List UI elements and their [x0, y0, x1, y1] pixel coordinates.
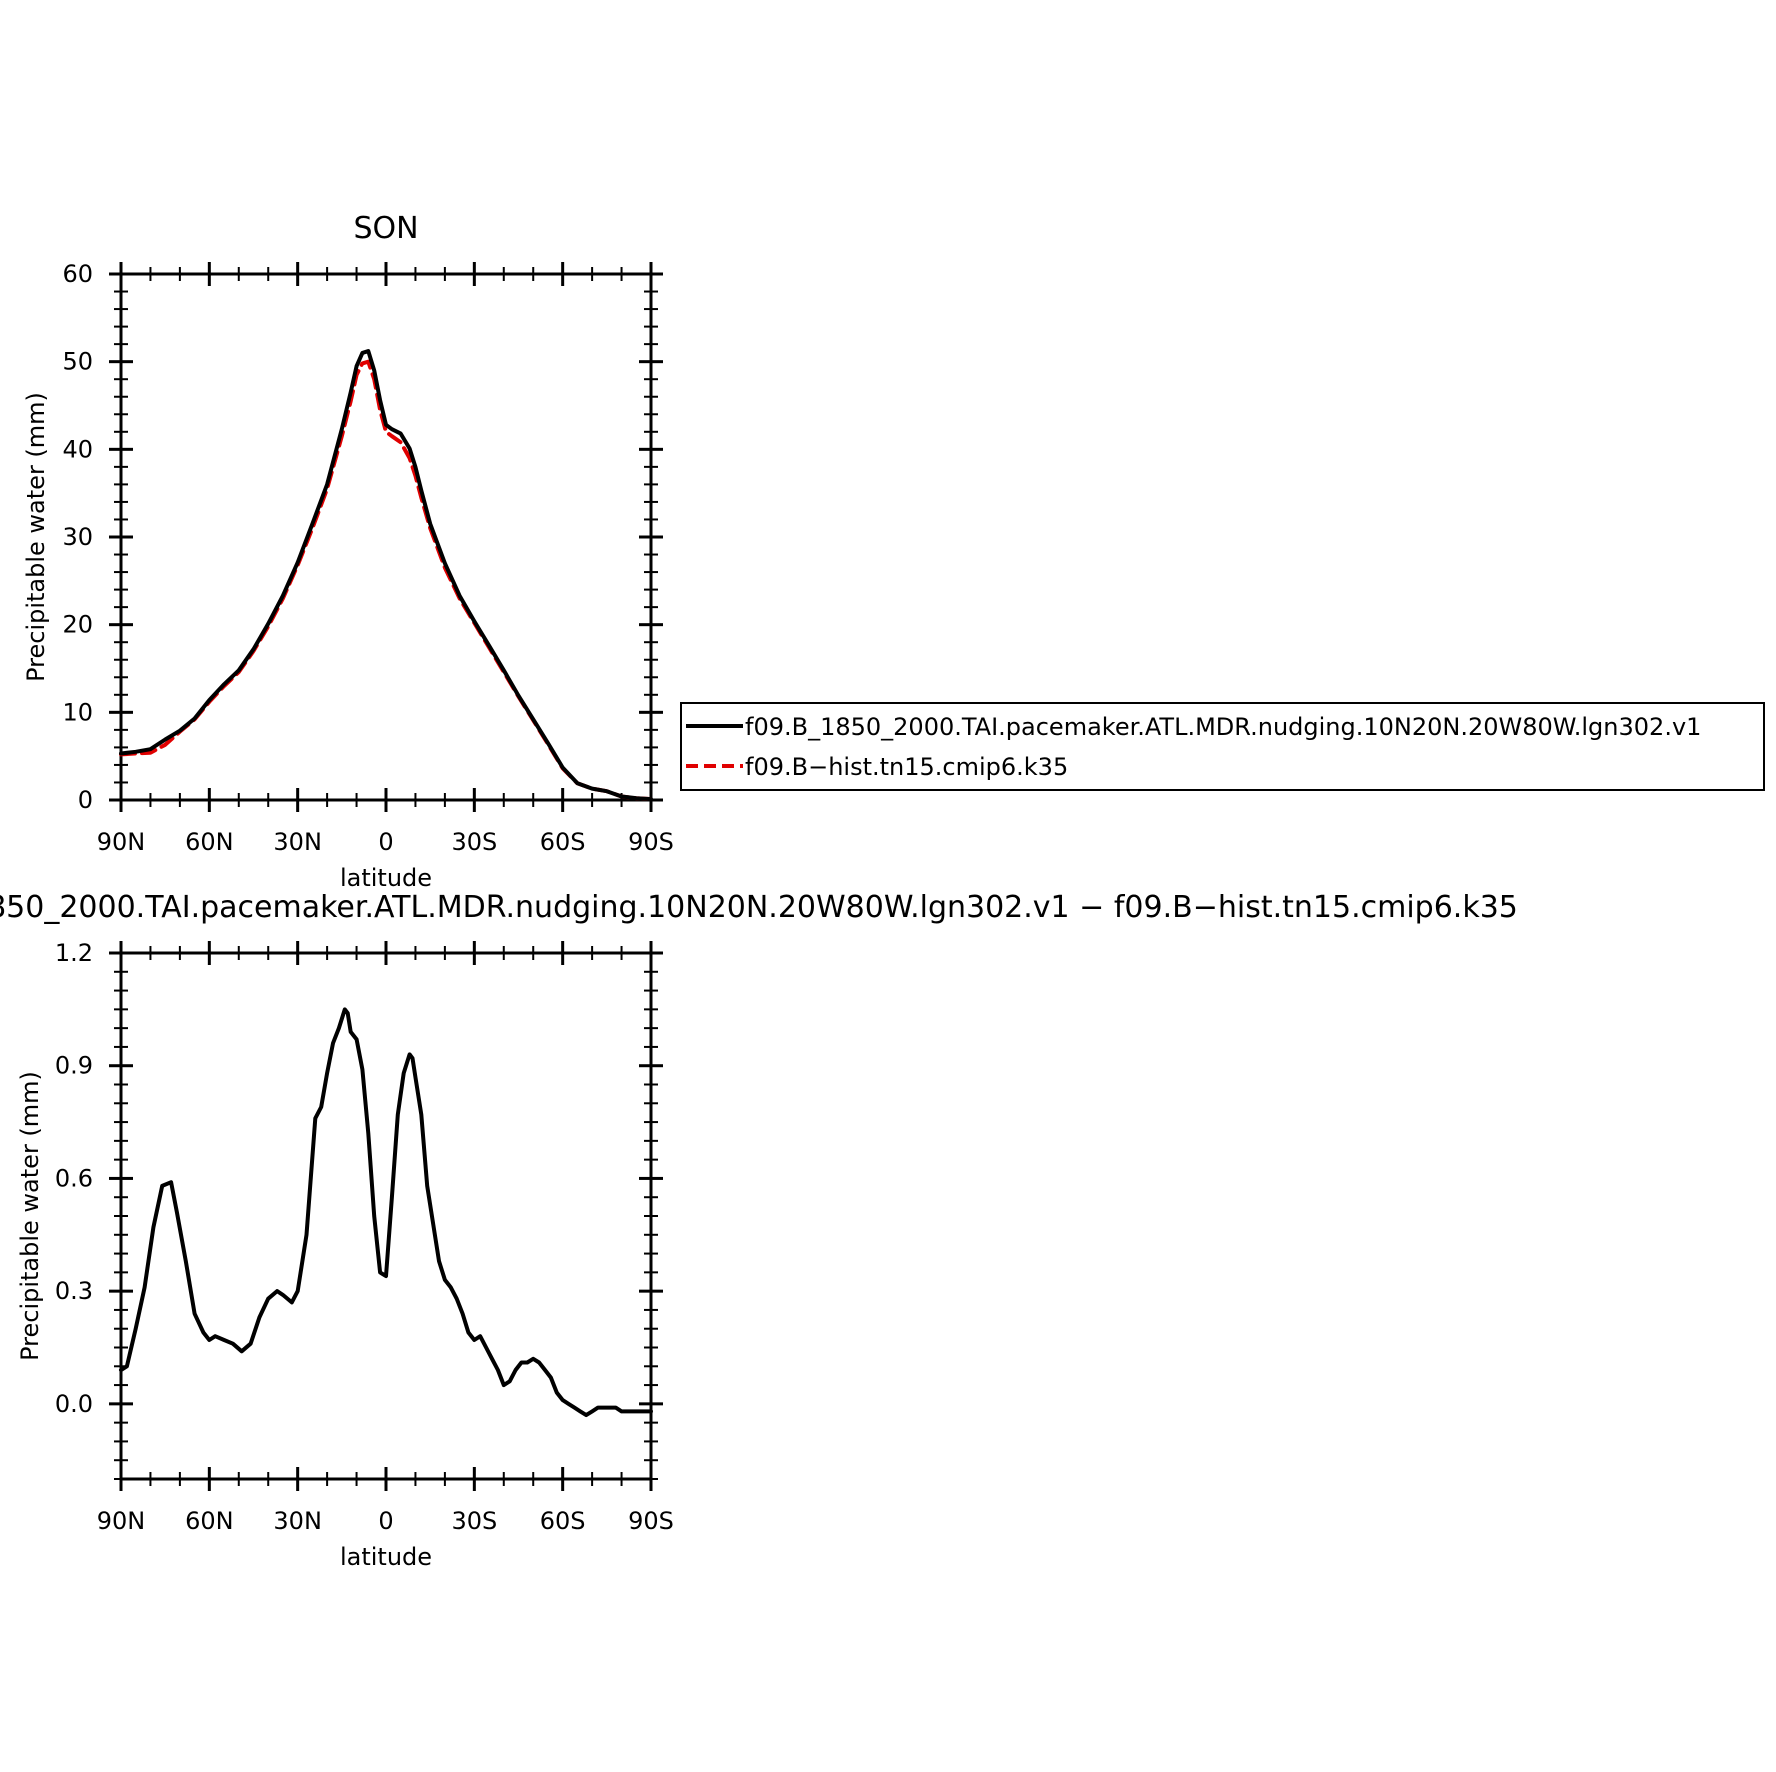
series-line-1	[119, 359, 653, 802]
chart-title: f09.B_1850_2000.TAI.pacemaker.ATL.MDR.nu…	[0, 890, 1518, 925]
y-tick-label: 20	[62, 611, 93, 639]
x-tick-label: 90N	[97, 1507, 146, 1535]
legend-label-2: f09.B−hist.tn15.cmip6.k35	[745, 753, 1068, 781]
x-tick-label: 30N	[273, 1507, 322, 1535]
x-tick-label: 90S	[628, 828, 674, 856]
bottom-panel: f09.B_1850_2000.TAI.pacemaker.ATL.MDR.nu…	[0, 890, 1518, 1571]
series-line-1	[119, 1007, 653, 1418]
y-tick-label: 0.6	[55, 1164, 93, 1192]
x-axis-label: latitude	[340, 1543, 432, 1571]
x-tick-label: 60N	[185, 1507, 234, 1535]
x-tick-label: 0	[378, 1507, 393, 1535]
x-tick-label: 60S	[540, 828, 586, 856]
chart-title: SON	[353, 211, 418, 246]
series-line-2	[119, 349, 653, 802]
x-tick-label: 30S	[451, 828, 497, 856]
y-tick-label: 30	[62, 523, 93, 551]
top-panel: SON 90N 60N 30N 0 30S 60S 90S 0 10 20 30 40 50 60 latit…	[22, 211, 674, 892]
x-tick-label: 0	[378, 828, 393, 856]
plot-frame	[119, 951, 653, 1481]
y-tick-label: 0.9	[55, 1052, 93, 1080]
y-tick-label: 1.2	[55, 939, 93, 967]
y-axis-label: Precipitable water (mm)	[16, 1071, 44, 1361]
y-tick-label: 10	[62, 698, 93, 726]
legend: f09.B_1850_2000.TAI.pacemaker.ATL.MDR.nu…	[680, 702, 1765, 791]
x-tick-label: 30N	[273, 828, 322, 856]
y-axis-label: Precipitable water (mm)	[22, 392, 50, 682]
x-tick-label: 60S	[540, 1507, 586, 1535]
y-tick-label: 50	[62, 348, 93, 376]
x-tick-label: 60N	[185, 828, 234, 856]
legend-label-1: f09.B_1850_2000.TAI.pacemaker.ATL.MDR.nu…	[745, 713, 1701, 741]
x-axis-label: latitude	[340, 864, 432, 892]
y-tick-label: 0.3	[55, 1277, 93, 1305]
x-tick-label: 90N	[97, 828, 146, 856]
y-tick-label: 40	[62, 435, 93, 463]
plot-frame	[119, 272, 653, 802]
legend-box	[680, 702, 1765, 791]
y-tick-label: 0	[78, 786, 93, 814]
y-tick-label: 60	[62, 260, 93, 288]
y-tick-label: 0.0	[55, 1390, 93, 1418]
x-tick-label: 90S	[628, 1507, 674, 1535]
x-tick-label: 30S	[451, 1507, 497, 1535]
